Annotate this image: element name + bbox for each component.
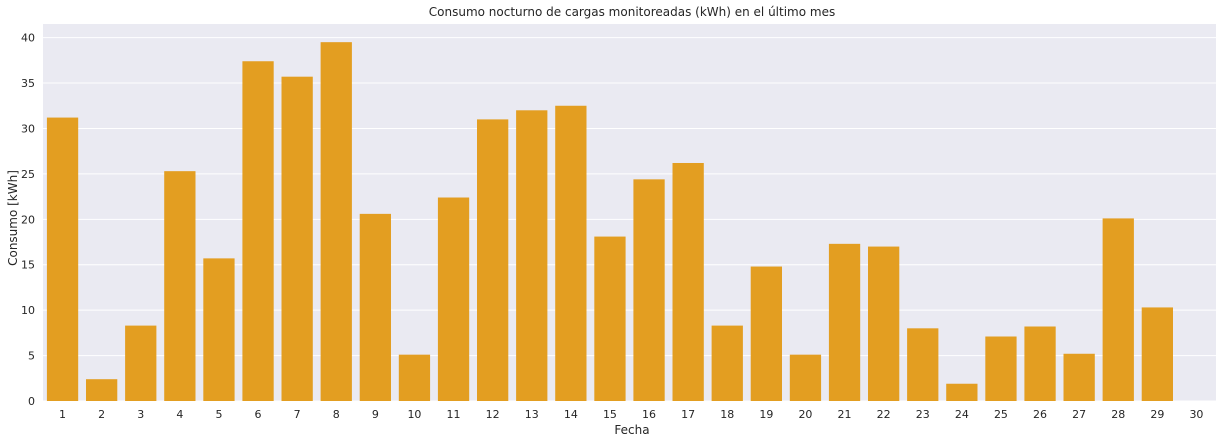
x-tick-label: 13 xyxy=(525,408,539,421)
bar xyxy=(555,105,587,401)
x-tick-label: 19 xyxy=(759,408,773,421)
y-tick-label: 25 xyxy=(21,168,35,181)
x-tick-label: 8 xyxy=(333,408,340,421)
x-tick-label: 26 xyxy=(1033,408,1047,421)
x-tick-label: 22 xyxy=(877,408,891,421)
x-tick-label: 10 xyxy=(407,408,421,421)
y-tick-label: 10 xyxy=(21,304,35,317)
bar xyxy=(46,117,79,402)
bar xyxy=(359,213,391,401)
plot-background xyxy=(43,24,1216,401)
bar xyxy=(437,197,470,401)
bar xyxy=(985,336,1017,401)
x-tick-label: 25 xyxy=(994,408,1008,421)
bar xyxy=(516,110,548,401)
x-tick-label: 30 xyxy=(1189,408,1203,421)
x-tick-label: 18 xyxy=(720,408,734,421)
y-axis-label: Consumo [kWh] xyxy=(6,170,20,266)
x-tick-label: 27 xyxy=(1072,408,1086,421)
y-tick-label: 5 xyxy=(28,350,35,363)
x-tick-label: 21 xyxy=(838,408,852,421)
bar xyxy=(125,325,157,401)
x-tick-label: 28 xyxy=(1111,408,1125,421)
x-tick-labels: 1 2 3 4 5 6 7 8 9 10 11 12 13 14 15 16 17 18 19 20 21 22 23 24 2… xyxy=(59,408,1203,421)
y-tick-label: 15 xyxy=(21,259,35,272)
bar xyxy=(1141,307,1173,401)
y-tick-label: 30 xyxy=(21,122,35,135)
bar xyxy=(633,179,665,401)
x-tick-label: 29 xyxy=(1150,408,1164,421)
x-tick-label: 7 xyxy=(294,408,301,421)
y-tick-label: 40 xyxy=(21,32,35,45)
x-tick-label: 16 xyxy=(642,408,656,421)
x-tick-label: 9 xyxy=(372,408,379,421)
bar xyxy=(203,258,235,401)
bar xyxy=(86,379,118,401)
x-tick-label: 24 xyxy=(955,408,969,421)
bar xyxy=(711,325,743,401)
x-tick-label: 23 xyxy=(916,408,930,421)
bar xyxy=(281,76,313,402)
bar xyxy=(1024,326,1056,401)
x-tick-label: 17 xyxy=(681,408,695,421)
bar xyxy=(164,171,196,401)
x-axis-label: Fecha xyxy=(614,423,649,437)
bar xyxy=(477,119,509,401)
bar xyxy=(828,243,861,401)
y-tick-label: 20 xyxy=(21,213,35,226)
y-tick-label: 0 xyxy=(28,395,35,408)
x-tick-label: 1 xyxy=(59,408,66,421)
y-tick-label: 35 xyxy=(21,77,35,90)
x-tick-label: 3 xyxy=(137,408,144,421)
x-tick-label: 14 xyxy=(564,408,578,421)
bar xyxy=(1063,353,1095,401)
bars xyxy=(46,42,1173,402)
bar xyxy=(868,246,900,401)
x-tick-label: 5 xyxy=(215,408,222,421)
bar xyxy=(320,42,352,402)
bar xyxy=(242,61,274,401)
bar xyxy=(672,162,704,401)
x-tick-label: 2 xyxy=(98,408,105,421)
x-tick-label: 12 xyxy=(486,408,500,421)
bar xyxy=(1102,218,1134,401)
x-tick-label: 11 xyxy=(447,408,461,421)
x-tick-label: 6 xyxy=(255,408,262,421)
bar xyxy=(750,266,782,401)
bar xyxy=(946,383,978,401)
x-tick-label: 15 xyxy=(603,408,617,421)
bar xyxy=(398,354,431,401)
x-tick-label: 20 xyxy=(798,408,812,421)
bar xyxy=(594,236,626,401)
x-tick-label: 4 xyxy=(176,408,183,421)
chart-title: Consumo nocturno de cargas monitoreadas … xyxy=(429,5,835,19)
grid-lines xyxy=(43,37,1216,402)
bar xyxy=(789,354,822,401)
bar xyxy=(907,328,939,401)
y-tick-labels: 0 5 10 15 20 25 30 35 40 xyxy=(21,32,35,408)
